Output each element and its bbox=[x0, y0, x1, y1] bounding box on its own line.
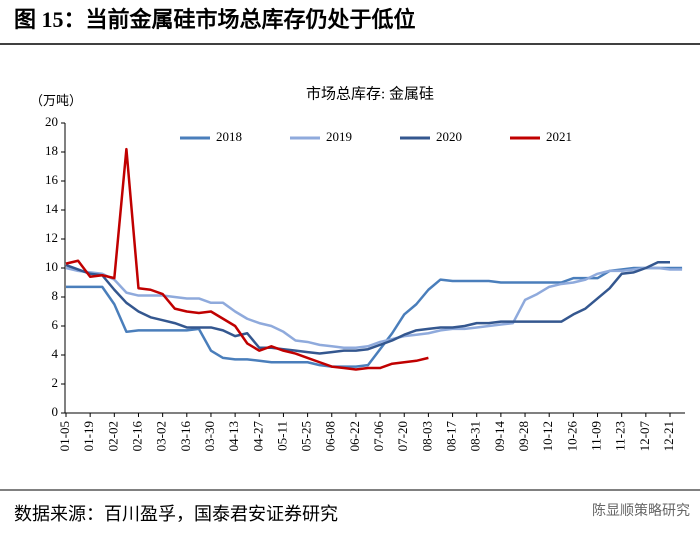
x-tick-label: 08-03 bbox=[419, 421, 434, 451]
y-tick-label: 6 bbox=[52, 317, 59, 332]
series-line bbox=[65, 266, 683, 349]
x-tick-label: 04-27 bbox=[250, 421, 265, 452]
x-tick-label: 02-16 bbox=[129, 421, 144, 452]
legend-label: 2020 bbox=[436, 129, 462, 144]
y-axis-label: （万吨） bbox=[30, 93, 82, 108]
legend-label: 2019 bbox=[326, 129, 352, 144]
x-tick-label: 02-02 bbox=[105, 421, 120, 451]
x-tick-label: 12-07 bbox=[637, 421, 652, 452]
series-line bbox=[65, 147, 429, 371]
x-tick-label: 03-16 bbox=[178, 421, 193, 452]
source: 数据来源：百川盈孚，国泰君安证券研究 bbox=[14, 504, 338, 524]
x-tick-label: 09-14 bbox=[492, 421, 507, 452]
x-tick-label: 09-28 bbox=[516, 421, 531, 451]
x-tick-label: 11-23 bbox=[613, 421, 628, 451]
x-tick-label: 03-30 bbox=[202, 421, 217, 451]
x-tick-label: 07-06 bbox=[371, 421, 386, 452]
watermark: 陈显顺策略研究 bbox=[592, 502, 690, 519]
x-tick-label: 11-09 bbox=[589, 421, 604, 451]
x-tick-label: 08-31 bbox=[468, 421, 483, 451]
x-tick-label: 07-20 bbox=[395, 421, 410, 451]
x-tick-label: 05-11 bbox=[274, 421, 289, 451]
x-tick-label: 01-19 bbox=[81, 421, 96, 451]
y-tick-label: 20 bbox=[45, 114, 58, 129]
y-tick-label: 10 bbox=[45, 259, 58, 274]
x-tick-label: 04-13 bbox=[226, 421, 241, 451]
x-tick-label: 10-26 bbox=[564, 421, 579, 452]
y-tick-label: 0 bbox=[52, 404, 59, 419]
x-tick-label: 06-22 bbox=[347, 421, 362, 451]
y-tick-label: 18 bbox=[45, 143, 58, 158]
x-tick-label: 10-12 bbox=[540, 421, 555, 451]
figure-title: 图 15：当前金属硅市场总库存仍处于低位 bbox=[14, 7, 416, 32]
x-tick-label: 06-08 bbox=[323, 421, 338, 451]
y-tick-label: 8 bbox=[52, 288, 59, 303]
series-line bbox=[65, 260, 670, 355]
x-tick-label: 05-25 bbox=[299, 421, 314, 451]
x-tick-label: 12-21 bbox=[661, 421, 676, 451]
y-tick-label: 4 bbox=[52, 346, 59, 361]
x-tick-label: 08-17 bbox=[444, 421, 459, 452]
legend-label: 2021 bbox=[546, 129, 572, 144]
legend-label: 2018 bbox=[216, 129, 242, 144]
x-tick-label: 03-02 bbox=[154, 421, 169, 451]
series-line bbox=[66, 266, 683, 368]
y-tick-label: 2 bbox=[52, 375, 59, 390]
y-tick-label: 12 bbox=[45, 230, 58, 245]
y-tick-label: 14 bbox=[45, 201, 59, 216]
x-tick-label: 01-05 bbox=[57, 421, 72, 451]
chart-title: 市场总库存: 金属硅 bbox=[306, 85, 434, 102]
y-tick-label: 16 bbox=[45, 172, 59, 187]
